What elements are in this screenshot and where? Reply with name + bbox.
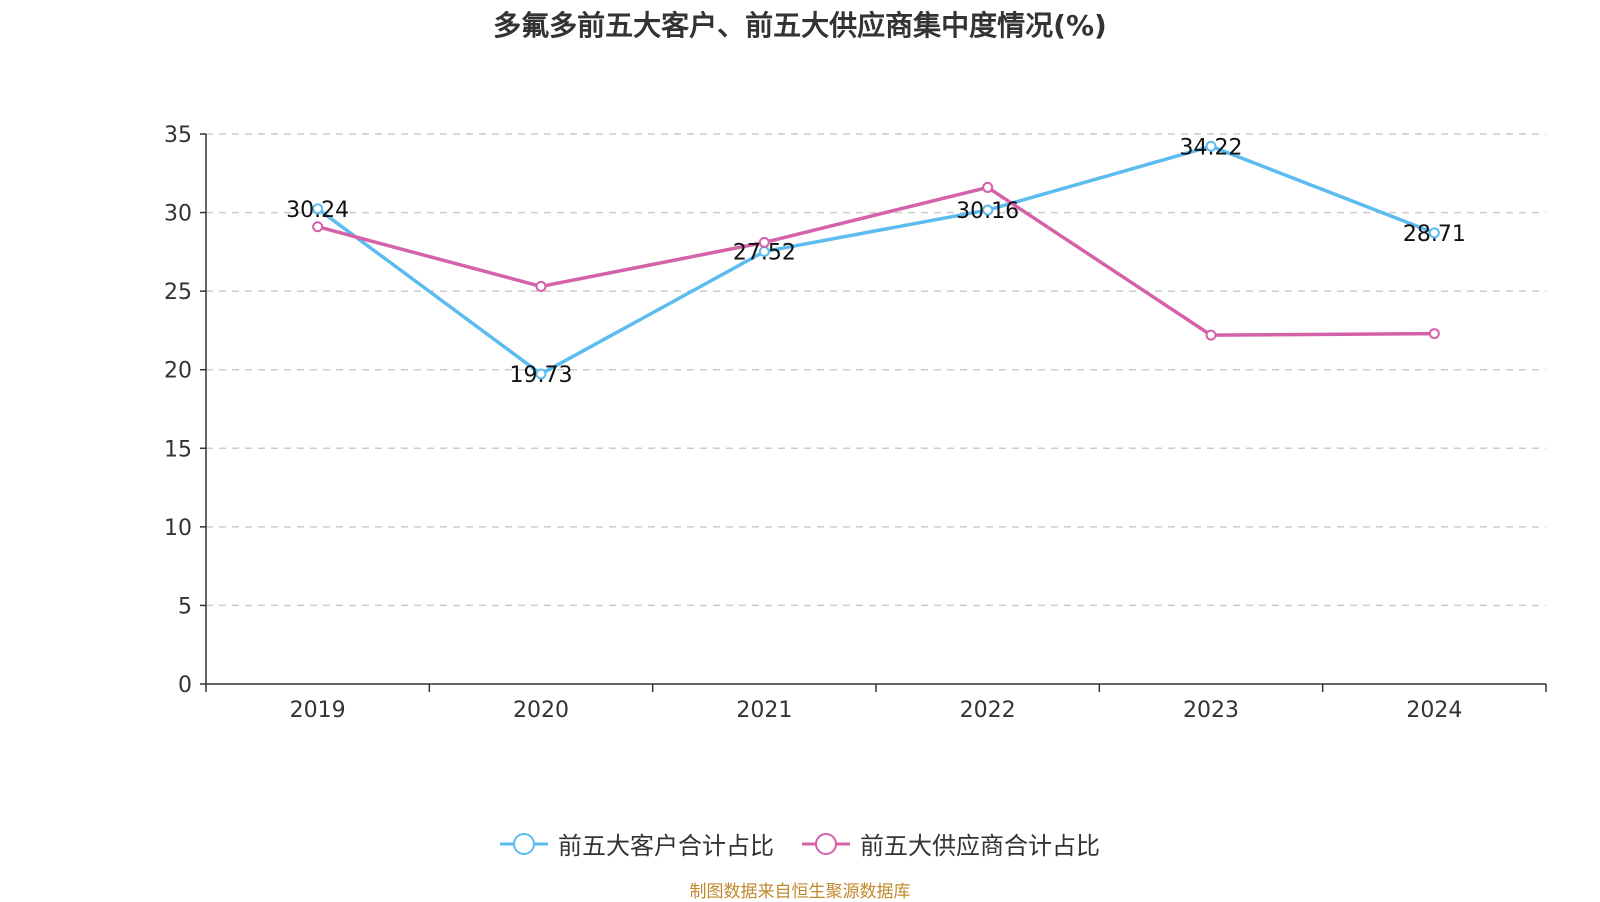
data-point-customers <box>1428 227 1440 239</box>
y-tick-label: 20 <box>164 359 192 384</box>
y-tick-label: 10 <box>164 516 192 541</box>
data-point-suppliers <box>758 236 770 248</box>
data-label-customers: 27.52 <box>733 241 796 266</box>
legend-item-suppliers[interactable]: 前五大供应商合计占比 <box>802 826 1100 861</box>
x-tick-label: 2021 <box>736 698 792 723</box>
data-label-customers: 34.22 <box>1180 135 1243 160</box>
y-tick-label: 5 <box>178 594 192 619</box>
data-point-suppliers <box>1205 329 1217 341</box>
series-line-suppliers <box>317 185 1435 337</box>
legend-customers-marker-icon <box>500 832 548 855</box>
y-tick-label: 35 <box>164 123 192 148</box>
data-label-customers: 28.71 <box>1403 222 1466 247</box>
y-tick-label: 25 <box>164 280 192 305</box>
data-point-customers <box>312 203 324 215</box>
data-point-suppliers <box>982 181 994 193</box>
data-label-customers: 30.24 <box>286 198 349 223</box>
legend-customers-label: 前五大客户合计占比 <box>558 832 774 860</box>
chart-title: 多氟多前五大客户、前五大供应商集中度情况(%) <box>493 9 1107 42</box>
series-line-customers <box>316 144 1435 376</box>
x-tick-label: 2023 <box>1183 698 1239 723</box>
data-label-customers: 19.73 <box>510 363 573 388</box>
data-point-customers <box>1205 140 1217 152</box>
legend-suppliers-label: 前五大供应商合计占比 <box>860 832 1100 860</box>
data-point-customers <box>535 368 547 380</box>
data-source-note: 制图数据来自恒生聚源数据库 <box>689 882 911 902</box>
data-point-suppliers <box>1428 328 1440 340</box>
x-tick-label: 2022 <box>960 698 1016 723</box>
legend: 前五大客户合计占比 前五大供应商合计占比 <box>0 826 1600 861</box>
x-tick-label: 2024 <box>1406 698 1462 723</box>
x-tick-label: 2019 <box>290 698 346 723</box>
y-tick-label: 30 <box>164 202 192 227</box>
data-point-customers <box>982 204 994 216</box>
y-tick-label: 15 <box>164 437 192 462</box>
legend-item-customers[interactable]: 前五大客户合计占比 <box>500 826 774 861</box>
y-tick-label: 0 <box>178 673 192 698</box>
data-point-suppliers <box>312 221 324 233</box>
legend-suppliers-marker-icon <box>802 832 850 855</box>
data-label-customers: 30.16 <box>956 199 1019 224</box>
data-point-suppliers <box>535 280 547 292</box>
x-tick-label: 2020 <box>513 698 569 723</box>
